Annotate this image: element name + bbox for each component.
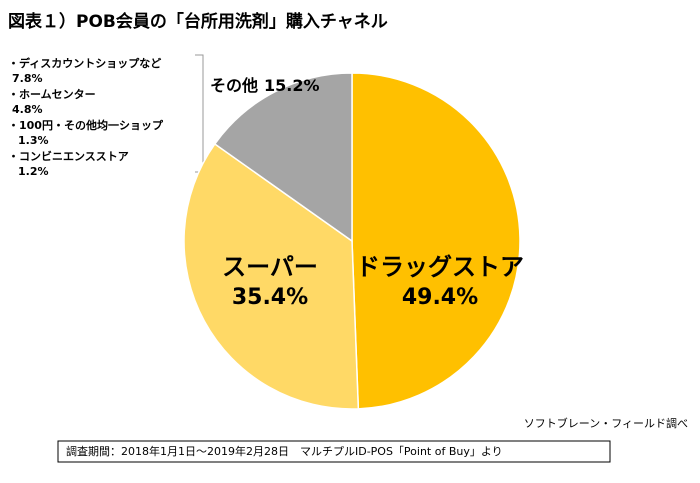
slice-value: 15.2% xyxy=(264,76,320,95)
breakdown-value: 1.2% xyxy=(18,165,49,178)
breakdown-name: ・100円・その他均一ショップ xyxy=(8,118,164,132)
source: ソフトブレーン・フィールド調べ xyxy=(524,416,688,430)
slice-value: 35.4% xyxy=(232,285,308,310)
chart-title: 図表１）POB会員の「台所用洗剤」購入チャネル xyxy=(8,11,388,32)
breakdown-value: 4.8% xyxy=(12,103,43,116)
slice-label: その他 15.2% xyxy=(210,76,320,95)
breakdown-name: ・ディスカウントショップなど xyxy=(8,56,161,70)
pie-slice xyxy=(183,142,360,410)
pie-slice xyxy=(351,72,521,410)
breakdown-name: ・コンビニエンスストア xyxy=(8,149,129,163)
slice-name: ドラッグストア xyxy=(356,253,524,281)
note: 調査期間：2018年1月1日～2019年2月28日 マルチプルID-POS「Po… xyxy=(66,444,503,458)
pie-slice xyxy=(213,72,353,243)
slice-value: 49.4% xyxy=(402,285,478,310)
breakdown-bracket xyxy=(195,54,204,173)
breakdown-name: ・ホームセンター xyxy=(8,88,96,101)
slice-name: その他 xyxy=(210,76,258,95)
breakdown-value: 7.8% xyxy=(12,72,43,85)
note-box xyxy=(57,440,611,463)
breakdown-value: 1.3% xyxy=(18,134,49,147)
slice-name: スーパー xyxy=(222,253,318,281)
